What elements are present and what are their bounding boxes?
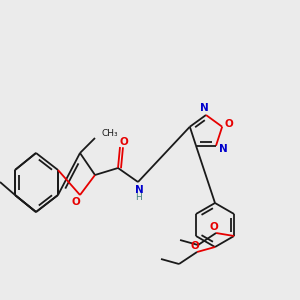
Text: O: O [225,119,233,129]
Text: O: O [210,222,218,232]
Text: O: O [190,241,200,251]
Text: N: N [219,144,227,154]
Text: H: H [136,194,142,202]
Text: CH₃: CH₃ [101,128,118,137]
Text: O: O [72,197,80,207]
Text: N: N [135,185,143,195]
Text: N: N [200,103,208,113]
Text: O: O [120,137,128,147]
